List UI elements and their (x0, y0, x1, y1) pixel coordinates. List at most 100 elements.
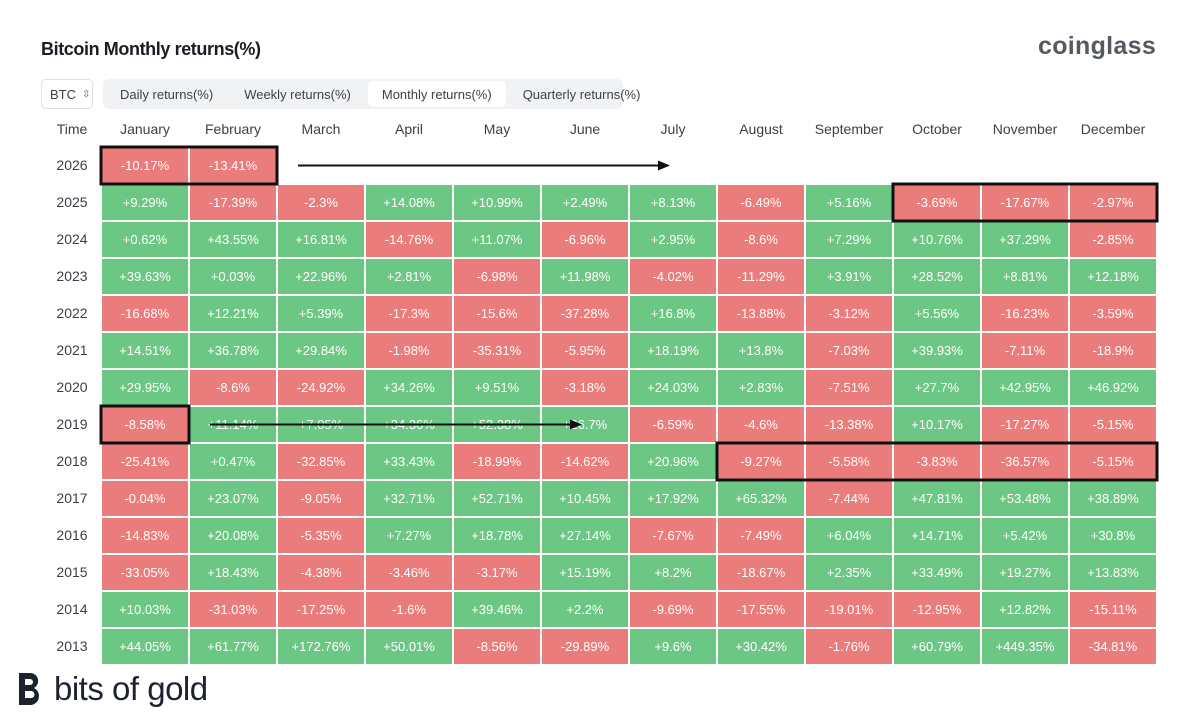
return-cell[interactable]: -18.67% (718, 555, 804, 590)
return-cell[interactable]: +13.8% (718, 333, 804, 368)
return-cell[interactable]: +10.17% (894, 407, 980, 442)
return-cell[interactable]: -5.58% (806, 444, 892, 479)
return-cell[interactable]: +32.71% (366, 481, 452, 516)
return-cell[interactable]: -6.98% (454, 259, 540, 294)
return-cell[interactable]: -16.23% (982, 296, 1068, 331)
return-cell[interactable]: +27.14% (542, 518, 628, 553)
return-cell[interactable]: +33.43% (366, 444, 452, 479)
return-cell[interactable]: -1.6% (366, 592, 452, 627)
return-cell[interactable]: +15.19% (542, 555, 628, 590)
return-cell[interactable]: -17.39% (190, 185, 276, 220)
return-cell[interactable]: +10.03% (102, 592, 188, 627)
return-cell[interactable]: -13.38% (806, 407, 892, 442)
return-cell[interactable]: +65.32% (718, 481, 804, 516)
return-cell[interactable]: -17.67% (982, 185, 1068, 220)
return-cell[interactable]: -7.51% (806, 370, 892, 405)
return-cell[interactable]: +47.81% (894, 481, 980, 516)
return-cell[interactable]: +2.2% (542, 592, 628, 627)
return-cell[interactable]: -13.41% (190, 148, 276, 183)
return-cell[interactable]: +449.35% (982, 629, 1068, 664)
return-cell[interactable]: -8.58% (102, 407, 188, 442)
return-cell[interactable]: +43.55% (190, 222, 276, 257)
return-cell[interactable]: +33.49% (894, 555, 980, 590)
return-cell[interactable]: -6.49% (718, 185, 804, 220)
return-cell[interactable]: +28.52% (894, 259, 980, 294)
return-cell[interactable]: -33.05% (102, 555, 188, 590)
return-cell[interactable]: +11.07% (454, 222, 540, 257)
return-cell[interactable]: +39.46% (454, 592, 540, 627)
return-cell[interactable]: -31.03% (190, 592, 276, 627)
return-cell[interactable]: -12.95% (894, 592, 980, 627)
return-cell[interactable]: -34.81% (1070, 629, 1156, 664)
return-cell[interactable]: -3.18% (542, 370, 628, 405)
return-cell[interactable]: -5.35% (278, 518, 364, 553)
return-cell[interactable]: +10.76% (894, 222, 980, 257)
return-cell[interactable]: +12.18% (1070, 259, 1156, 294)
return-cell[interactable]: -9.27% (718, 444, 804, 479)
tab-monthly-returns[interactable]: Monthly returns(%) (367, 81, 506, 107)
return-cell[interactable]: -17.55% (718, 592, 804, 627)
return-cell[interactable]: +30.8% (1070, 518, 1156, 553)
return-cell[interactable]: +16.8% (630, 296, 716, 331)
return-cell[interactable]: +10.45% (542, 481, 628, 516)
return-cell[interactable]: +50.01% (366, 629, 452, 664)
return-cell[interactable]: +52.38% (454, 407, 540, 442)
return-cell[interactable]: +24.03% (630, 370, 716, 405)
return-cell[interactable]: -3.59% (1070, 296, 1156, 331)
return-cell[interactable]: +22.96% (278, 259, 364, 294)
return-cell[interactable]: +5.39% (278, 296, 364, 331)
return-cell[interactable]: +11.98% (542, 259, 628, 294)
return-cell[interactable]: -8.56% (454, 629, 540, 664)
return-cell[interactable]: -3.46% (366, 555, 452, 590)
return-cell[interactable]: -14.76% (366, 222, 452, 257)
return-cell[interactable]: -17.3% (366, 296, 452, 331)
return-cell[interactable]: -5.15% (1070, 444, 1156, 479)
return-cell[interactable]: +27.7% (894, 370, 980, 405)
return-cell[interactable]: +2.49% (542, 185, 628, 220)
return-cell[interactable]: -19.01% (806, 592, 892, 627)
return-cell[interactable]: +20.08% (190, 518, 276, 553)
return-cell[interactable]: +5.56% (894, 296, 980, 331)
return-cell[interactable]: +3.91% (806, 259, 892, 294)
return-cell[interactable]: -0.04% (102, 481, 188, 516)
return-cell[interactable]: -13.88% (718, 296, 804, 331)
return-cell[interactable]: +30.42% (718, 629, 804, 664)
return-cell[interactable]: +8.2% (630, 555, 716, 590)
return-cell[interactable]: -11.29% (718, 259, 804, 294)
return-cell[interactable]: -36.57% (982, 444, 1068, 479)
return-cell[interactable]: -1.98% (366, 333, 452, 368)
return-cell[interactable]: -2.97% (1070, 185, 1156, 220)
return-cell[interactable]: +26.7% (542, 407, 628, 442)
return-cell[interactable]: -18.99% (454, 444, 540, 479)
return-cell[interactable]: -14.62% (542, 444, 628, 479)
return-cell[interactable]: +8.13% (630, 185, 716, 220)
return-cell[interactable]: +8.81% (982, 259, 1068, 294)
return-cell[interactable]: -7.03% (806, 333, 892, 368)
return-cell[interactable]: -9.69% (630, 592, 716, 627)
return-cell[interactable]: +14.51% (102, 333, 188, 368)
return-cell[interactable]: +18.19% (630, 333, 716, 368)
return-cell[interactable]: +18.78% (454, 518, 540, 553)
tab-weekly-returns[interactable]: Weekly returns(%) (244, 86, 351, 102)
return-cell[interactable]: +9.51% (454, 370, 540, 405)
return-cell[interactable]: -7.11% (982, 333, 1068, 368)
return-cell[interactable]: -29.89% (542, 629, 628, 664)
return-cell[interactable]: +20.96% (630, 444, 716, 479)
return-cell[interactable]: -7.49% (718, 518, 804, 553)
return-cell[interactable]: -9.05% (278, 481, 364, 516)
return-cell[interactable]: +2.95% (630, 222, 716, 257)
return-cell[interactable]: +16.81% (278, 222, 364, 257)
coin-selector[interactable]: BTC ⇳ (41, 79, 93, 109)
return-cell[interactable]: +2.35% (806, 555, 892, 590)
return-cell[interactable]: +38.89% (1070, 481, 1156, 516)
return-cell[interactable]: -4.6% (718, 407, 804, 442)
return-cell[interactable]: -3.69% (894, 185, 980, 220)
return-cell[interactable]: -16.68% (102, 296, 188, 331)
return-cell[interactable]: -6.59% (630, 407, 716, 442)
return-cell[interactable]: +39.63% (102, 259, 188, 294)
return-cell[interactable]: +18.43% (190, 555, 276, 590)
return-cell[interactable]: +14.08% (366, 185, 452, 220)
return-cell[interactable]: -17.25% (278, 592, 364, 627)
return-cell[interactable]: +13.83% (1070, 555, 1156, 590)
return-cell[interactable]: +0.47% (190, 444, 276, 479)
